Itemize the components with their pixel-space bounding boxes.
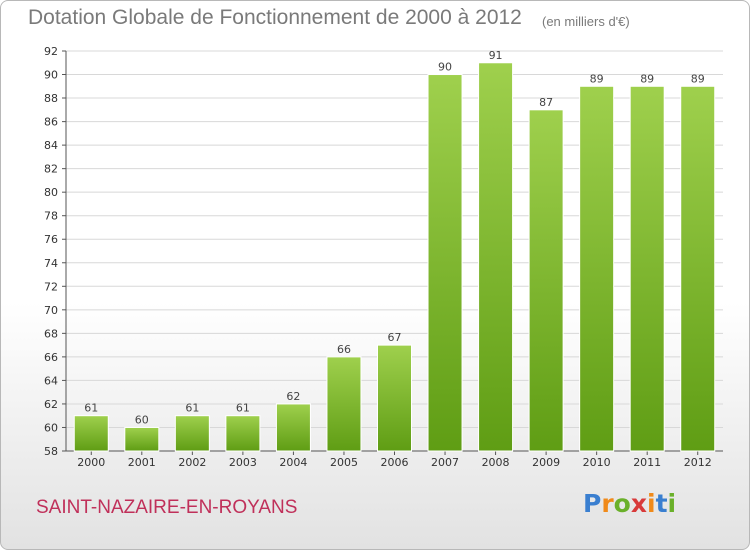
- y-tick-label: 84: [44, 139, 58, 152]
- bar-2008: [478, 62, 514, 452]
- bar-2009: [528, 109, 564, 452]
- place-name: SAINT-NAZAIRE-EN-ROYANS: [36, 497, 298, 518]
- x-tick-label-2011: 2011: [633, 456, 661, 469]
- bar-2012: [680, 85, 716, 452]
- x-tick-label-2002: 2002: [178, 456, 206, 469]
- y-tick-label: 90: [44, 69, 58, 82]
- data-label-2012: 89: [691, 72, 705, 85]
- data-label-2002: 61: [185, 402, 199, 415]
- y-tick-label: 82: [44, 163, 58, 176]
- y-tick-label: 60: [44, 421, 58, 434]
- data-label-2005: 66: [337, 343, 351, 356]
- x-tick-label-2008: 2008: [482, 456, 510, 469]
- bar-2002: [174, 415, 210, 452]
- y-tick-label: 64: [44, 374, 58, 387]
- logo-letter: i: [667, 489, 677, 518]
- y-tick-label: 58: [44, 445, 58, 458]
- logo-letter: x: [630, 489, 647, 518]
- y-tick-label: 92: [44, 45, 58, 58]
- x-tick-label-2004: 2004: [279, 456, 307, 469]
- bar-2003: [225, 415, 261, 452]
- y-tick-label: 78: [44, 210, 58, 223]
- bar-2011: [629, 85, 665, 452]
- x-tick-label-2007: 2007: [431, 456, 459, 469]
- bar-2000: [73, 415, 109, 452]
- chart-subtitle: (en milliers d'€): [542, 14, 630, 29]
- data-label-2010: 89: [590, 72, 604, 85]
- y-tick-label: 72: [44, 280, 58, 293]
- x-tick-label-2001: 2001: [128, 456, 156, 469]
- data-label-2006: 67: [388, 331, 402, 344]
- bars: [73, 62, 716, 452]
- x-tick-label-2003: 2003: [229, 456, 257, 469]
- y-tick-label: 74: [44, 257, 58, 270]
- x-tick-label-2010: 2010: [583, 456, 611, 469]
- y-tick-label: 88: [44, 92, 58, 105]
- y-tick-label: 80: [44, 186, 58, 199]
- data-label-2000: 61: [84, 402, 98, 415]
- chart-title: Dotation Globale de Fonctionnement de 20…: [28, 6, 522, 29]
- data-label-2003: 61: [236, 402, 250, 415]
- x-tick-label-2000: 2000: [77, 456, 105, 469]
- bar-2004: [275, 403, 311, 452]
- y-tick-label: 62: [44, 398, 58, 411]
- data-label-2009: 87: [539, 96, 553, 109]
- logo-letter: r: [601, 489, 614, 518]
- logo-letter: i: [647, 489, 656, 518]
- bar-2007: [427, 74, 463, 452]
- data-label-2007: 90: [438, 61, 452, 74]
- bar-2010: [579, 85, 615, 452]
- data-labels: 61 60 61 61 62 66 67 90 91 87 89 89 89: [84, 49, 704, 427]
- logo-letter: t: [655, 489, 668, 518]
- data-label-2008: 91: [489, 49, 503, 62]
- x-tick-label-2012: 2012: [684, 456, 712, 469]
- bar-2001: [124, 426, 160, 452]
- x-tick-label-2009: 2009: [532, 456, 560, 469]
- y-tick-label: 86: [44, 116, 58, 129]
- data-label-2011: 89: [640, 72, 654, 85]
- y-tick-label: 76: [44, 233, 58, 246]
- logo-letter: P: [583, 489, 602, 518]
- data-label-2004: 62: [286, 390, 300, 403]
- x-tick-label-2006: 2006: [381, 456, 409, 469]
- logo-letter: o: [613, 489, 631, 518]
- bar-2006: [377, 344, 412, 452]
- bar-2005: [326, 356, 362, 452]
- data-label-2001: 60: [135, 413, 149, 426]
- y-tick-label: 70: [44, 304, 58, 317]
- proxiti-logo: Proxiti: [583, 489, 676, 518]
- y-tick-label: 66: [44, 351, 58, 364]
- y-tick-label: 68: [44, 327, 58, 340]
- x-tick-label-2005: 2005: [330, 456, 358, 469]
